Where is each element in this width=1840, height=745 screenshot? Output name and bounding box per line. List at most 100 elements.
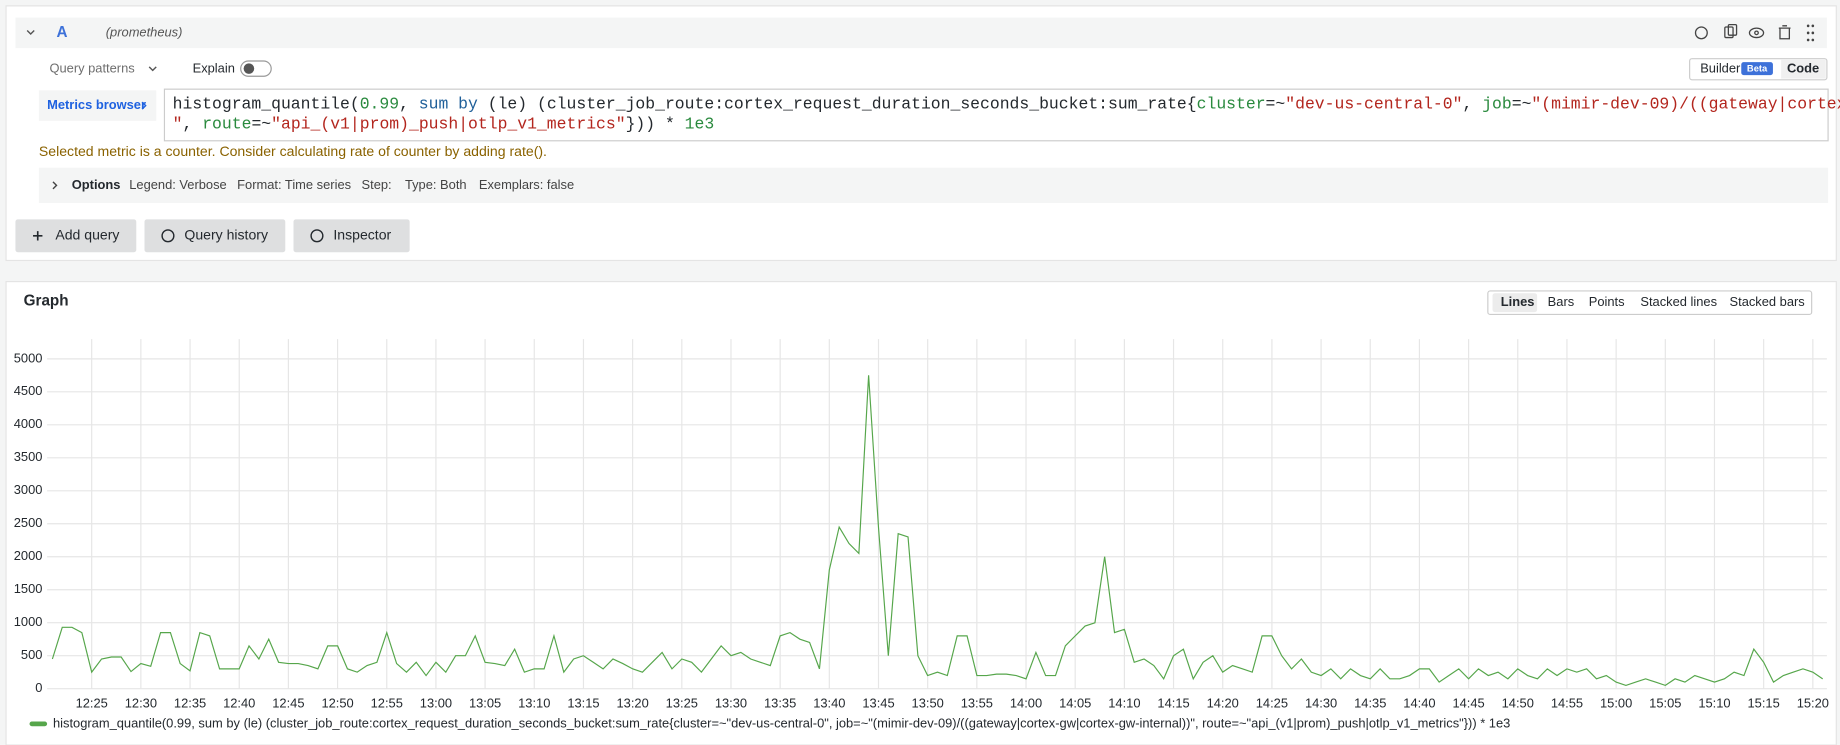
dropdown-icon[interactable] xyxy=(148,66,157,72)
query-token: "(mimir-dev-09)/((gateway|cortex-gw|cort… xyxy=(1531,95,1840,114)
legend-label[interactable]: histogram_quantile(0.99, sum by (le) (cl… xyxy=(53,715,1510,730)
mode-option[interactable]: Stacked lines xyxy=(1640,294,1717,309)
mode-options: Lines Bars Points Stacked lines Stacked bars xyxy=(1492,293,1805,313)
x-tick-label: 13:35 xyxy=(764,695,796,710)
x-tick-label: 14:40 xyxy=(1403,695,1435,710)
y-tick-label: 4500 xyxy=(14,383,43,398)
x-tick-label: 13:25 xyxy=(666,695,698,710)
x-tick-label: 13:55 xyxy=(961,695,993,710)
beta-badge xyxy=(1741,62,1773,76)
code-selected xyxy=(1781,59,1826,79)
x-tick-label: 13:05 xyxy=(469,695,501,710)
datasource: (prometheus) xyxy=(106,24,183,39)
x-tick-label: 13:50 xyxy=(912,695,944,710)
query-token: ) (cluster_job_route:cortex_request_dura… xyxy=(517,95,1196,114)
x-tick-label: 12:40 xyxy=(223,695,255,710)
x-tick-label: 15:00 xyxy=(1600,695,1632,710)
option-item: Format: Time series xyxy=(237,177,351,192)
x-tick-label: 14:45 xyxy=(1452,695,1484,710)
y-tick-label: 1000 xyxy=(14,614,43,629)
metrics-browser-label[interactable]: Metrics browser xyxy=(47,97,146,112)
query-token: histogram_quantile( xyxy=(173,95,360,114)
graph-title: Graph xyxy=(24,293,69,310)
y-tick-label: 2000 xyxy=(14,548,43,563)
metrics-browser-button[interactable] xyxy=(38,90,157,121)
x-tick-label: 14:00 xyxy=(1010,695,1042,710)
x-tick-label: 14:35 xyxy=(1354,695,1386,710)
query-token: , xyxy=(399,95,419,114)
series-line xyxy=(51,375,1824,687)
x-tick-label: 14:05 xyxy=(1059,695,1091,710)
option-item: Type: Both xyxy=(405,177,467,192)
mode-option[interactable]: Stacked bars xyxy=(1730,294,1805,309)
option-item: Legend: Verbose xyxy=(129,177,226,192)
query-token: route xyxy=(202,115,251,134)
x-tick-label: 14:15 xyxy=(1157,695,1189,710)
query-token: "api_(v1|prom)_push|otlp_v1_metrics" xyxy=(271,115,625,134)
mode-option[interactable]: Lines xyxy=(1501,294,1535,309)
ref-id: A xyxy=(57,24,68,41)
warning: Selected metric is a counter. Consider c… xyxy=(39,143,547,159)
builder-mode[interactable]: Builder xyxy=(1700,61,1741,76)
y-tick-label: 3000 xyxy=(14,482,43,497)
x-tick-label: 12:35 xyxy=(174,695,206,710)
query-patterns[interactable]: Query patterns xyxy=(49,61,134,76)
add-query-button[interactable] xyxy=(15,219,137,253)
query-token: , xyxy=(1462,95,1482,114)
query-token: " xyxy=(173,115,183,134)
inspector-label[interactable]: Inspector xyxy=(333,227,391,243)
options-chevron xyxy=(52,181,58,190)
x-tick-label: 14:10 xyxy=(1108,695,1140,710)
mode-option[interactable]: Bars xyxy=(1548,294,1575,309)
query-line: histogram_quantile(0.99, sum by (le) (cl… xyxy=(173,95,1840,114)
query-token: "dev-us-central-0" xyxy=(1285,95,1462,114)
x-tick-label: 13:30 xyxy=(715,695,747,710)
query-token: =~ xyxy=(251,115,271,134)
x-tick-label: 14:30 xyxy=(1305,695,1337,710)
option-items: Legend: Verbose Format: Time series Step: T… xyxy=(129,177,574,192)
query-token: ( xyxy=(478,95,498,114)
x-tick-label: 12:55 xyxy=(371,695,403,710)
inspector-button[interactable] xyxy=(293,219,410,253)
query-header xyxy=(15,17,1827,49)
query-line: ", route=~"api_(v1|prom)_push|otlp_v1_me… xyxy=(173,115,715,134)
mode-option[interactable]: Points xyxy=(1589,294,1625,309)
option-item: Exemplars: false xyxy=(479,177,574,192)
x-tick-label: 13:45 xyxy=(862,695,894,710)
y-tick-label: 3500 xyxy=(14,449,43,464)
beta-label: Beta xyxy=(1747,64,1768,74)
code-mode[interactable]: Code xyxy=(1787,61,1819,76)
collapse-icon[interactable] xyxy=(26,30,35,36)
mode-switch xyxy=(1487,290,1813,316)
x-tick-label: 13:15 xyxy=(567,695,599,710)
option-item: Step: xyxy=(362,177,392,192)
x-tick-label: 13:10 xyxy=(518,695,550,710)
query-token: =~ xyxy=(1266,95,1286,114)
x-tick-label: 14:25 xyxy=(1256,695,1288,710)
header-icons[interactable] xyxy=(1694,23,1815,42)
x-tick-label: 14:55 xyxy=(1551,695,1583,710)
plot: 0 500 1000 1500 2000 2500 3000 3500 4000 4500 5000… xyxy=(14,339,1829,730)
query-history-button[interactable] xyxy=(144,219,286,253)
history-icon xyxy=(161,229,175,243)
y-tick-label: 5000 xyxy=(14,350,43,365)
x-tick-label: 13:40 xyxy=(813,695,845,710)
x-tick-label: 12:25 xyxy=(76,695,108,710)
options-title: Options xyxy=(72,177,121,192)
explain-label: Explain xyxy=(193,61,235,76)
query-text: histogram_quantile(0.99, sum by (le) (cl… xyxy=(173,95,1840,134)
toggle-knob xyxy=(243,63,255,74)
query-input[interactable] xyxy=(163,88,1829,142)
y-tick-label: 2500 xyxy=(14,515,43,530)
y-tick-label: 4000 xyxy=(14,416,43,431)
query-token: 1e3 xyxy=(685,115,715,134)
chevron xyxy=(141,101,147,110)
add-query-label[interactable]: Add query xyxy=(55,227,119,243)
y-tick-label: 500 xyxy=(21,647,43,662)
options-bar[interactable] xyxy=(38,167,1829,203)
query-token: cluster xyxy=(1197,95,1266,114)
x-tick-label: 15:20 xyxy=(1797,695,1829,710)
query-token: , xyxy=(183,115,203,134)
query-history-label[interactable]: Query history xyxy=(184,227,268,243)
